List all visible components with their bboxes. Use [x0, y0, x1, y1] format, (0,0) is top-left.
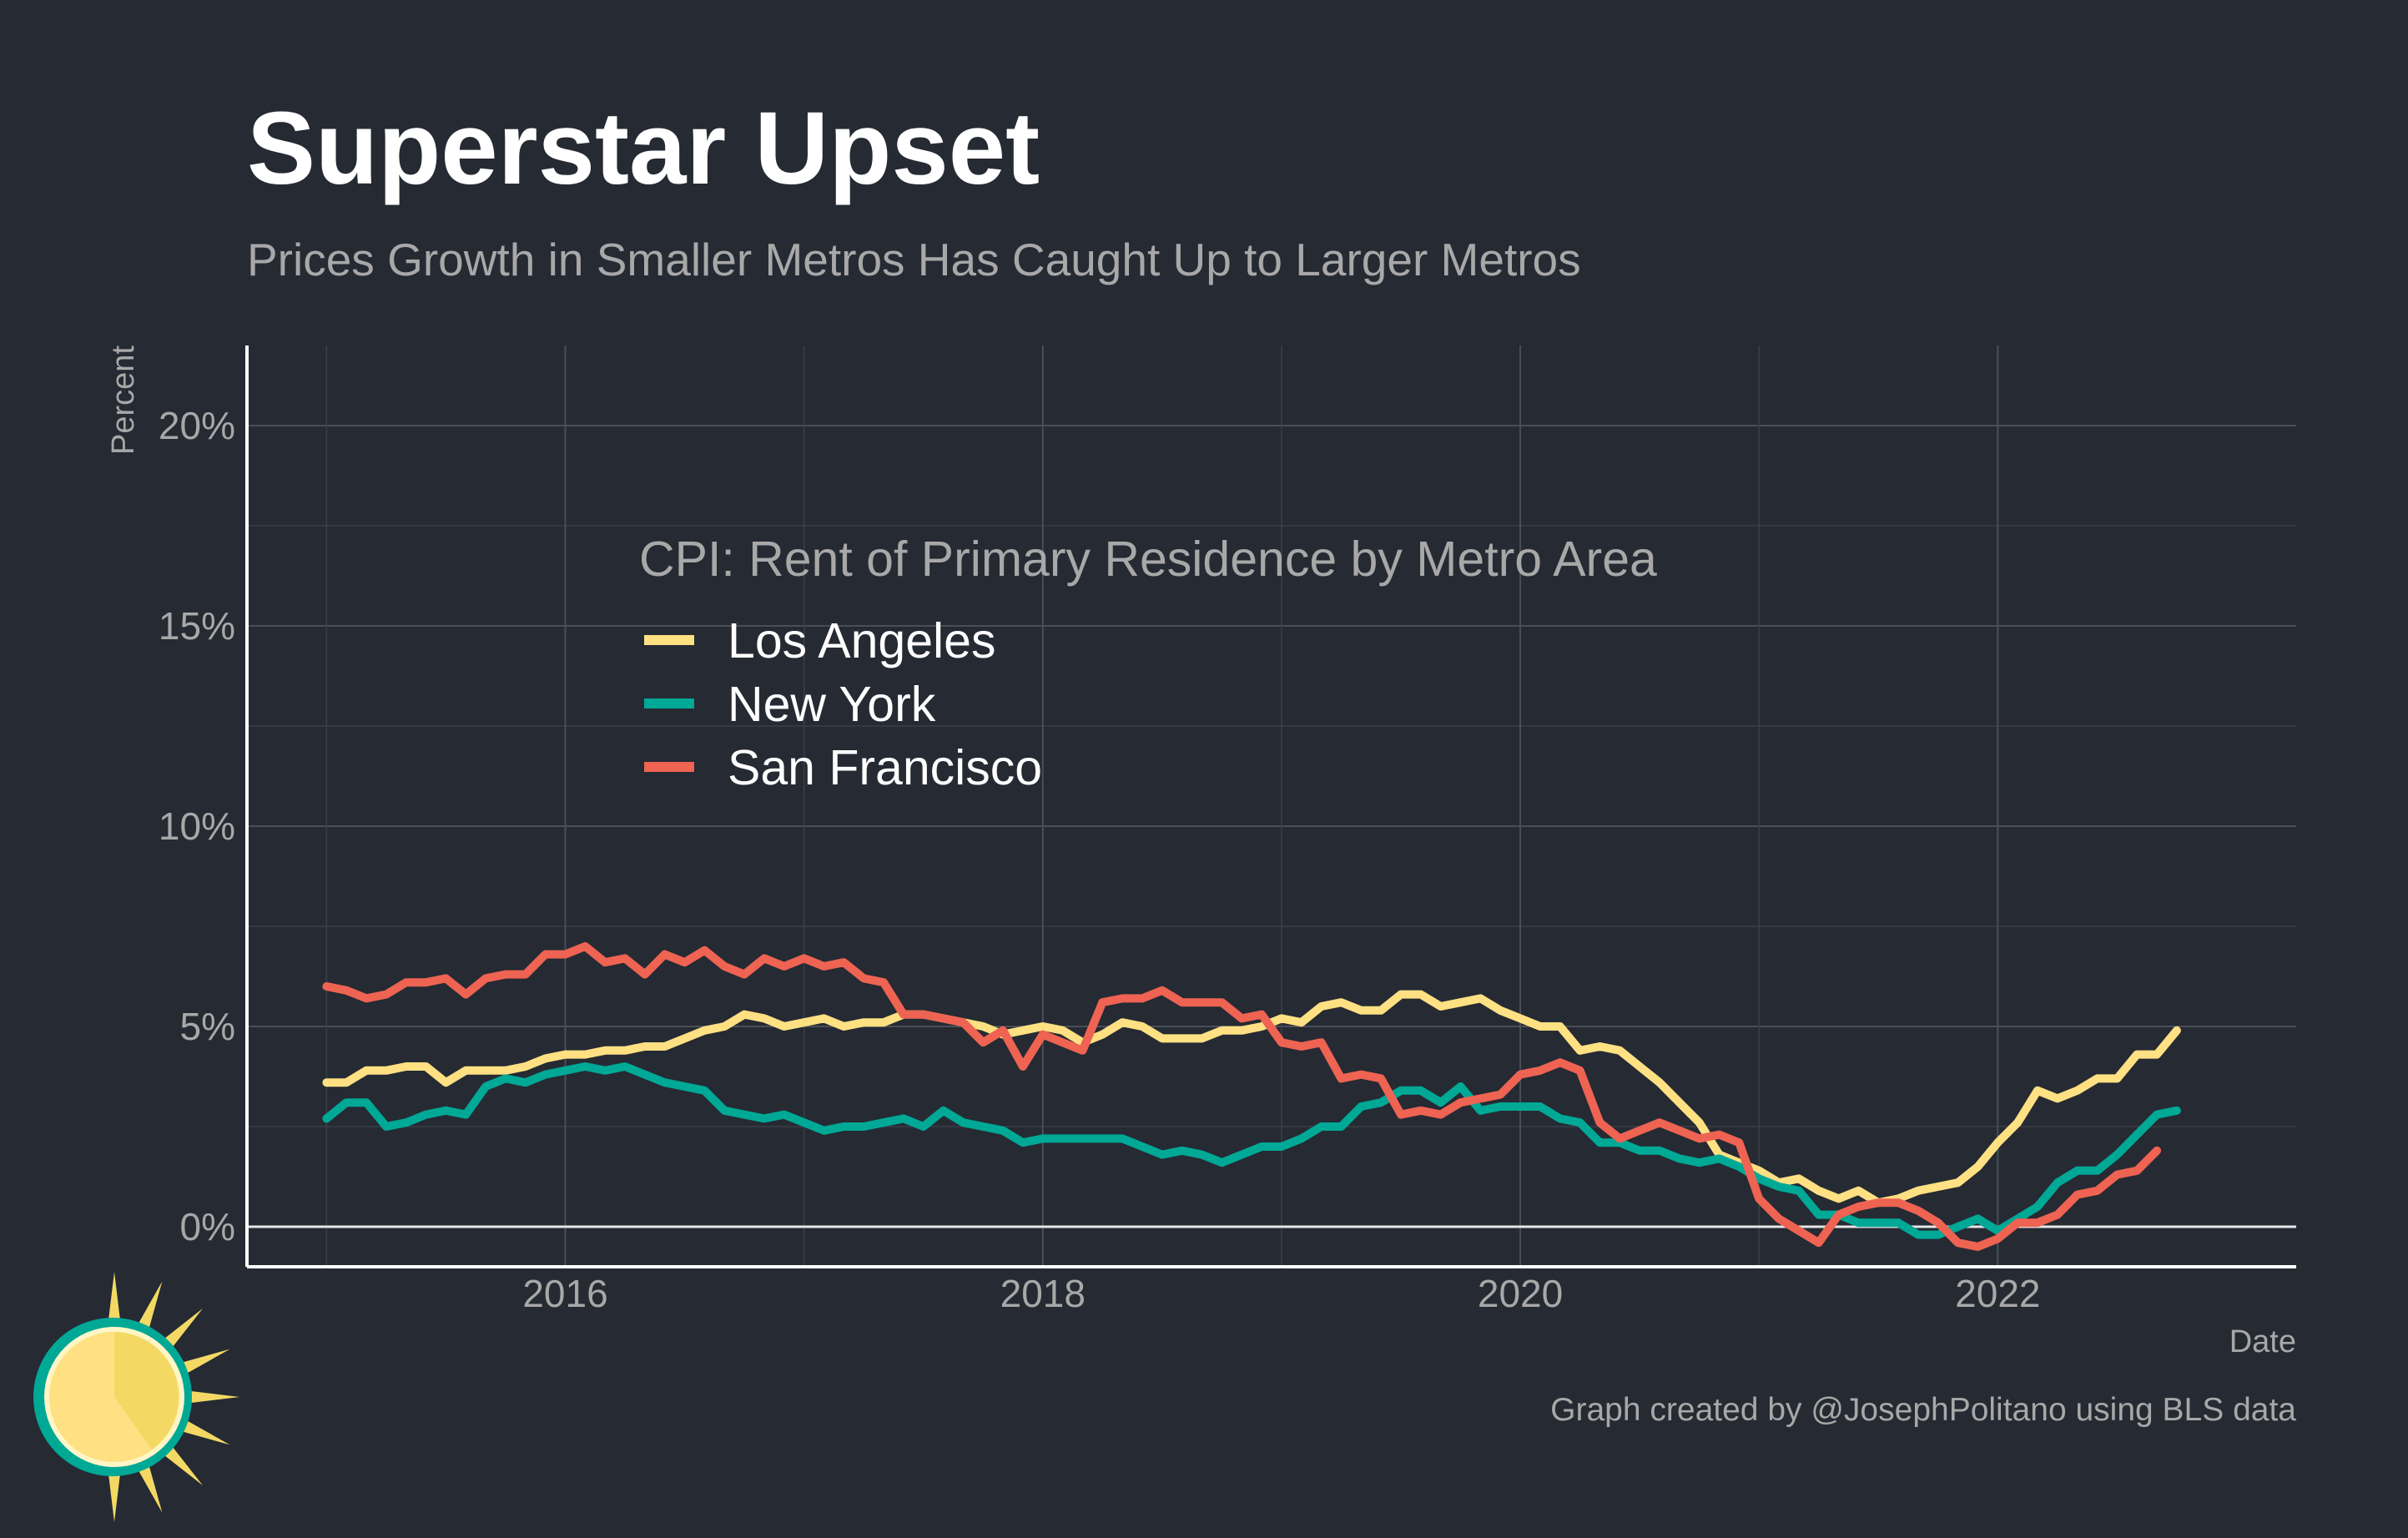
x-tick-label: 2018 [1000, 1272, 1086, 1315]
sun-logo-icon [33, 1272, 239, 1522]
grid-lines [247, 345, 2296, 1267]
series-line-san-francisco [322, 942, 2162, 1251]
series-lines [322, 942, 2181, 1251]
x-tick-labels: 2016 2018 2020 2022 [522, 1272, 2040, 1315]
x-axis-title: Date [2229, 1324, 2296, 1359]
legend: CPI: Rent of Primary Residence by Metro … [639, 532, 1657, 795]
legend-label: San Francisco [728, 740, 1042, 795]
series-line-new-york [322, 1062, 2181, 1239]
legend-title: CPI: Rent of Primary Residence by Metro … [639, 532, 1657, 587]
chart-subtitle: Prices Growth in Smaller Metros Has Caug… [247, 234, 1581, 285]
x-tick-label: 2022 [1955, 1272, 2040, 1315]
chart-caption: Graph created by @JosephPolitano using B… [1550, 1392, 2296, 1428]
y-tick-label: 10% [159, 804, 235, 848]
x-tick-label: 2020 [1478, 1272, 1563, 1315]
y-axis-title: Percent [106, 345, 141, 455]
chart-title: Superstar Upset [247, 92, 1040, 206]
legend-items: Los Angeles New York San Francisco [644, 613, 1042, 795]
y-tick-label: 15% [159, 604, 235, 648]
y-tick-labels: 0% 5% 10% 15% 20% [159, 404, 235, 1248]
legend-label: Los Angeles [728, 613, 995, 668]
y-tick-label: 20% [159, 404, 235, 447]
y-tick-label: 0% [180, 1205, 235, 1248]
y-tick-label: 5% [180, 1005, 235, 1048]
legend-label: New York [728, 677, 936, 732]
x-tick-label: 2016 [522, 1272, 607, 1315]
series-line-los-angeles [322, 990, 2181, 1208]
